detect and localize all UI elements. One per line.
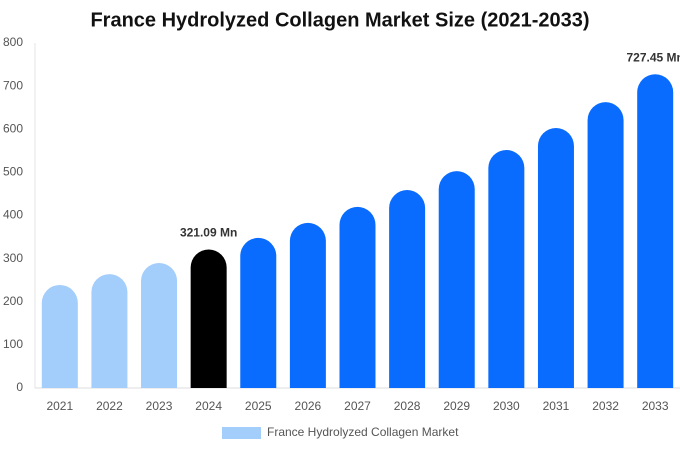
bar: [91, 274, 128, 388]
y-tick-label: 200: [3, 294, 23, 308]
bar: [587, 102, 624, 389]
chart-title: France Hydrolyzed Collagen Market Size (…: [90, 9, 589, 31]
y-tick-label: 0: [16, 380, 23, 394]
bar: [537, 127, 574, 389]
bar: [240, 237, 277, 388]
x-tick-label: 2029: [443, 399, 470, 413]
y-tick-label: 700: [3, 78, 23, 92]
bar: [339, 206, 376, 388]
value-label: 727.45 Mn: [627, 50, 680, 64]
x-tick-label: 2025: [245, 399, 272, 413]
bar: [41, 284, 78, 388]
x-tick-label: 2031: [543, 399, 570, 413]
bar: [488, 149, 525, 388]
x-tick-label: 2033: [642, 399, 669, 413]
x-tick-label: 2028: [394, 399, 421, 413]
bar: [389, 190, 426, 388]
x-tick-label: 2027: [344, 399, 371, 413]
y-tick-label: 600: [3, 121, 23, 135]
legend-label: France Hydrolyzed Collagen Market: [267, 425, 459, 439]
y-tick-label: 500: [3, 165, 23, 179]
y-tick-label: 300: [3, 251, 23, 265]
x-tick-label: 2026: [295, 399, 322, 413]
x-tick-label: 2032: [592, 399, 619, 413]
bar: [190, 249, 227, 388]
y-tick-label: 400: [3, 208, 23, 222]
y-tick-label: 800: [3, 35, 23, 49]
x-tick-label: 2030: [493, 399, 520, 413]
x-tick-label: 2024: [195, 399, 222, 413]
bar: [289, 222, 326, 388]
value-label: 321.09 Mn: [180, 226, 237, 240]
bar: [438, 171, 475, 388]
x-tick-label: 2021: [46, 399, 73, 413]
legend-swatch: [222, 427, 261, 439]
x-tick-label: 2022: [96, 399, 123, 413]
y-tick-label: 100: [3, 337, 23, 351]
x-tick-label: 2023: [146, 399, 173, 413]
bar: [637, 74, 674, 388]
bar: [141, 262, 178, 388]
